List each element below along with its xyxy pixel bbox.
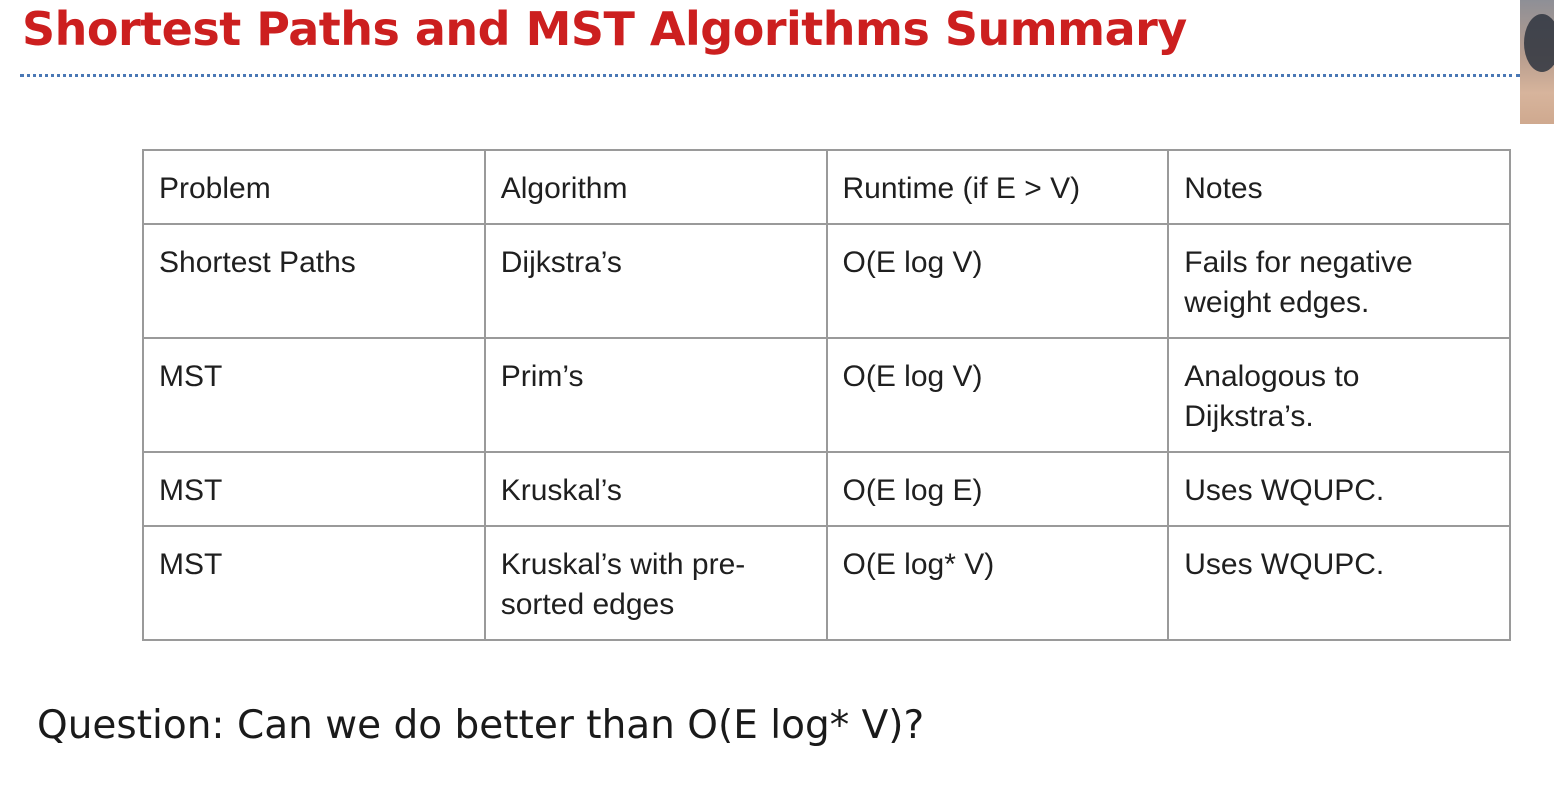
cell-problem: Shortest Paths [142, 223, 486, 339]
presenter-webcam-thumbnail [1520, 0, 1554, 124]
header-runtime: Runtime (if E > V) [825, 149, 1170, 225]
cell-notes: Fails for negative weight edges. [1167, 223, 1511, 339]
cell-problem: MST [142, 451, 486, 527]
cell-problem: MST [142, 337, 486, 453]
algorithm-summary-table: Problem Algorithm Runtime (if E > V) Not… [142, 149, 1511, 641]
cell-runtime: O(E log V) [825, 337, 1170, 453]
header-notes: Notes [1167, 149, 1511, 225]
cell-notes: Uses WQUPC. [1167, 525, 1511, 641]
presenter-headset [1524, 14, 1554, 72]
slide-title: Shortest Paths and MST Algorithms Summar… [22, 2, 1187, 56]
table-header-row: Problem Algorithm Runtime (if E > V) Not… [142, 149, 1511, 225]
table-row: MST Kruskal’s O(E log E) Uses WQUPC. [142, 451, 1511, 527]
cell-algorithm: Dijkstra’s [483, 223, 828, 339]
table-row: MST Kruskal’s with pre-sorted edges O(E … [142, 525, 1511, 641]
table-row: Shortest Paths Dijkstra’s O(E log V) Fai… [142, 223, 1511, 339]
cell-runtime: O(E log E) [825, 451, 1170, 527]
cell-runtime: O(E log* V) [825, 525, 1170, 641]
cell-runtime: O(E log V) [825, 223, 1170, 339]
cell-notes: Uses WQUPC. [1167, 451, 1511, 527]
cell-algorithm: Kruskal’s with pre-sorted edges [483, 525, 828, 641]
header-problem: Problem [142, 149, 486, 225]
closing-question: Question: Can we do better than O(E log*… [37, 703, 925, 748]
header-algorithm: Algorithm [483, 149, 828, 225]
cell-notes: Analogous to Dijkstra’s. [1167, 337, 1511, 453]
title-divider [20, 74, 1520, 77]
cell-problem: MST [142, 525, 486, 641]
cell-algorithm: Kruskal’s [483, 451, 828, 527]
cell-algorithm: Prim’s [483, 337, 828, 453]
table-row: MST Prim’s O(E log V) Analogous to Dijks… [142, 337, 1511, 453]
